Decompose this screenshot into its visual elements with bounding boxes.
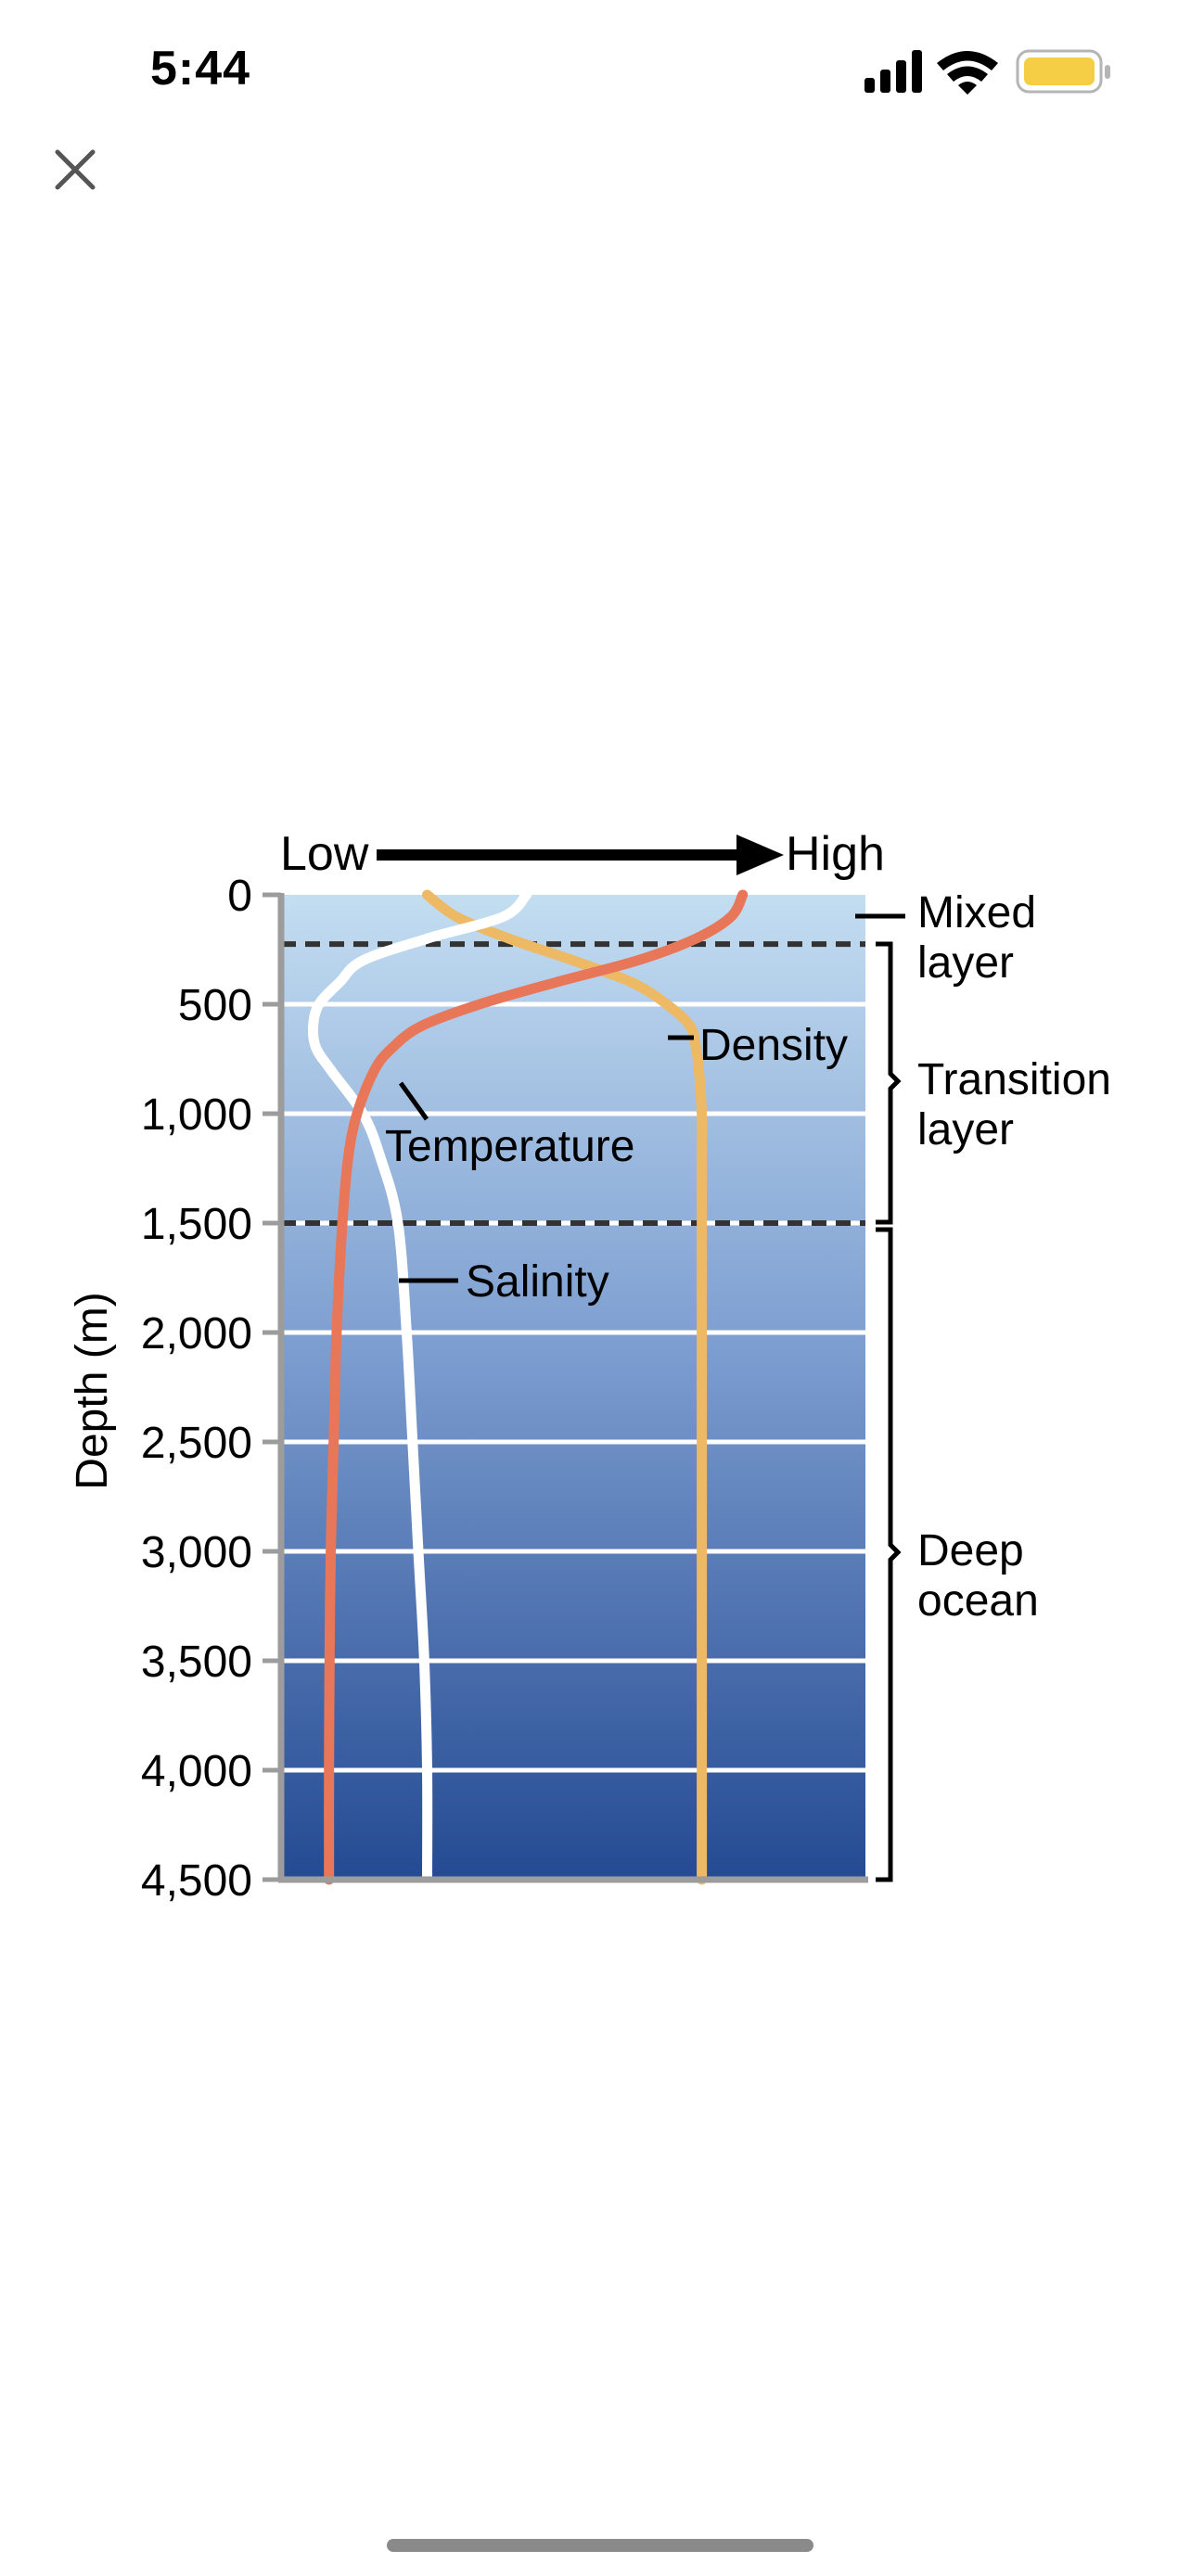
y-tick-label: 3,500 [141, 1638, 252, 1687]
battery-icon [1016, 49, 1110, 94]
temperature-leader [398, 1081, 429, 1121]
salinity-series-line [307, 889, 532, 1885]
layer-boundaries [281, 941, 865, 1226]
x-label-high: High [786, 827, 885, 881]
battery-level [1024, 57, 1095, 85]
density-label: Density [699, 1021, 848, 1070]
mixed-layer-label: Mixed layer [917, 888, 1048, 988]
density-series-line [422, 889, 708, 1885]
deep-ocean-label: Deep ocean [917, 1526, 1039, 1626]
y-tick-label: 500 [178, 981, 252, 1030]
wifi-icon [937, 51, 998, 95]
gridlines [281, 1001, 865, 1773]
y-ticks: 0 500 1,000 1,500 2,000 2,500 3,000 3,500 4,000 4… [141, 872, 281, 1906]
y-tick-label: 1,000 [141, 1090, 252, 1140]
y-axis-title: Depth (m) [68, 1292, 117, 1489]
x-label-low: Low [280, 827, 369, 881]
y-tick-label: 4,500 [141, 1856, 252, 1906]
transition-layer-label: Transition layer [917, 1055, 1123, 1154]
close-icon[interactable] [45, 139, 106, 200]
temperature-label: Temperature [385, 1122, 634, 1171]
salinity-label: Salinity [466, 1257, 609, 1307]
home-indicator [387, 2539, 813, 2552]
transition-layer-bracket [876, 941, 902, 1225]
temperature-series-line [324, 889, 749, 1885]
y-tick-label: 0 [227, 872, 252, 921]
cellular-signal-icon [864, 50, 922, 93]
y-tick-label: 2,000 [141, 1309, 252, 1358]
series-lines [307, 889, 749, 1885]
y-tick-label: 3,000 [141, 1528, 252, 1577]
y-tick-label: 1,500 [141, 1200, 252, 1249]
status-icons [864, 49, 1110, 95]
direction-arrow-head [736, 835, 784, 875]
y-tick-label: 2,500 [141, 1419, 252, 1468]
status-time: 5:44 [150, 42, 251, 96]
deep-ocean-bracket [876, 1227, 902, 1882]
y-tick-label: 4,000 [141, 1747, 252, 1796]
